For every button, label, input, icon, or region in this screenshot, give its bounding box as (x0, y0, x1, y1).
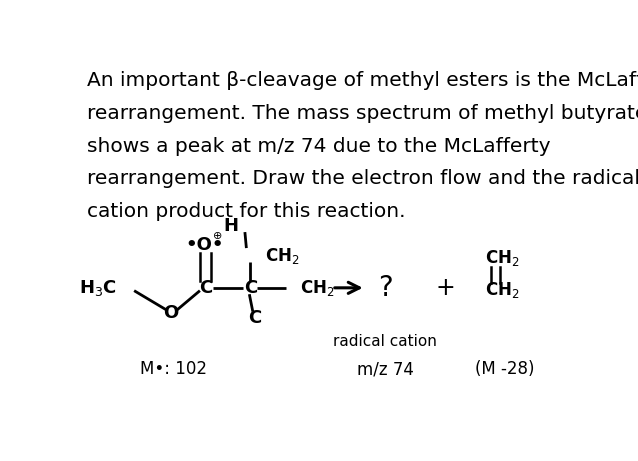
Text: ?: ? (378, 274, 393, 302)
Text: ⊕: ⊕ (212, 231, 222, 242)
Text: H$_3$C: H$_3$C (79, 278, 117, 298)
Text: C: C (248, 309, 261, 327)
Text: H: H (223, 217, 238, 235)
Text: C: C (244, 279, 257, 297)
Text: +: + (436, 276, 456, 300)
Text: An important β-cleavage of methyl esters is the McLafferty: An important β-cleavage of methyl esters… (87, 71, 638, 90)
Text: CH$_2$: CH$_2$ (485, 280, 520, 300)
Text: rearrangement. Draw the electron flow and the radical: rearrangement. Draw the electron flow an… (87, 169, 638, 188)
Text: C: C (199, 279, 212, 297)
Text: shows a peak at m/z 74 due to the McLafferty: shows a peak at m/z 74 due to the McLaff… (87, 136, 551, 156)
Text: rearrangement. The mass spectrum of methyl butyrate: rearrangement. The mass spectrum of meth… (87, 104, 638, 123)
Text: (M -28): (M -28) (475, 361, 535, 378)
Text: O: O (163, 304, 179, 322)
Text: cation product for this reaction.: cation product for this reaction. (87, 202, 406, 221)
Text: radical cation: radical cation (334, 334, 437, 349)
Text: •O•: •O• (185, 236, 223, 254)
Text: m/z 74: m/z 74 (357, 361, 414, 378)
Text: CH$_2$: CH$_2$ (265, 246, 300, 266)
Text: M•: 102: M•: 102 (140, 361, 207, 378)
Text: CH$_2$: CH$_2$ (485, 248, 520, 268)
Text: CH$_2$: CH$_2$ (300, 278, 335, 298)
